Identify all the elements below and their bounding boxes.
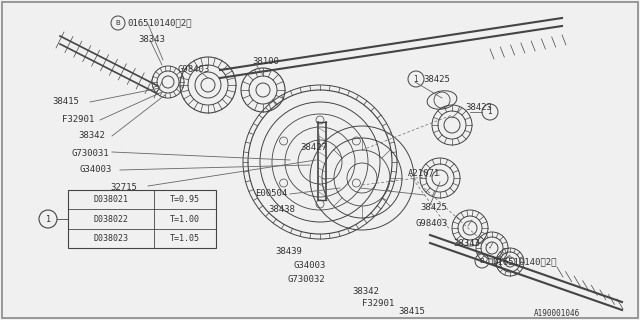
Text: F32901: F32901 <box>62 116 94 124</box>
Text: G34003: G34003 <box>294 261 326 270</box>
Text: G730032: G730032 <box>288 276 326 284</box>
Text: 38425: 38425 <box>423 76 450 84</box>
Text: 38425: 38425 <box>420 203 447 212</box>
Text: T=0.95: T=0.95 <box>170 195 200 204</box>
Text: G98403: G98403 <box>415 220 447 228</box>
Text: 38423: 38423 <box>465 102 492 111</box>
Text: G98403: G98403 <box>178 66 211 75</box>
Text: G34003: G34003 <box>80 165 112 174</box>
Text: 38342: 38342 <box>352 287 379 297</box>
Text: D038021: D038021 <box>93 195 129 204</box>
Text: 38343: 38343 <box>453 239 480 249</box>
Text: D038023: D038023 <box>93 234 129 243</box>
Text: 38415: 38415 <box>52 98 79 107</box>
Text: F32901: F32901 <box>362 300 394 308</box>
Text: 38427: 38427 <box>300 143 327 153</box>
Text: G730031: G730031 <box>72 148 109 157</box>
Text: 016510140（2）: 016510140（2） <box>127 19 191 28</box>
Text: 38439: 38439 <box>275 247 302 257</box>
Text: 1: 1 <box>45 214 51 223</box>
Text: E00504: E00504 <box>255 189 287 198</box>
Text: D038022: D038022 <box>93 214 129 223</box>
Text: 38343: 38343 <box>138 35 165 44</box>
Text: T=1.00: T=1.00 <box>170 214 200 223</box>
Text: 38100: 38100 <box>252 58 279 67</box>
Text: 38342: 38342 <box>78 132 105 140</box>
Text: A21071: A21071 <box>408 169 440 178</box>
Bar <box>68 190 216 248</box>
Text: 38415: 38415 <box>398 308 425 316</box>
Text: 1: 1 <box>488 108 492 116</box>
Text: A190001046: A190001046 <box>534 309 580 318</box>
Text: 016510140（2）: 016510140（2） <box>492 258 557 267</box>
Text: B: B <box>116 20 120 26</box>
Text: 32715: 32715 <box>110 182 137 191</box>
Text: 1: 1 <box>413 75 419 84</box>
Text: T=1.05: T=1.05 <box>170 234 200 243</box>
Text: B: B <box>479 258 484 264</box>
Text: 38438: 38438 <box>268 205 295 214</box>
